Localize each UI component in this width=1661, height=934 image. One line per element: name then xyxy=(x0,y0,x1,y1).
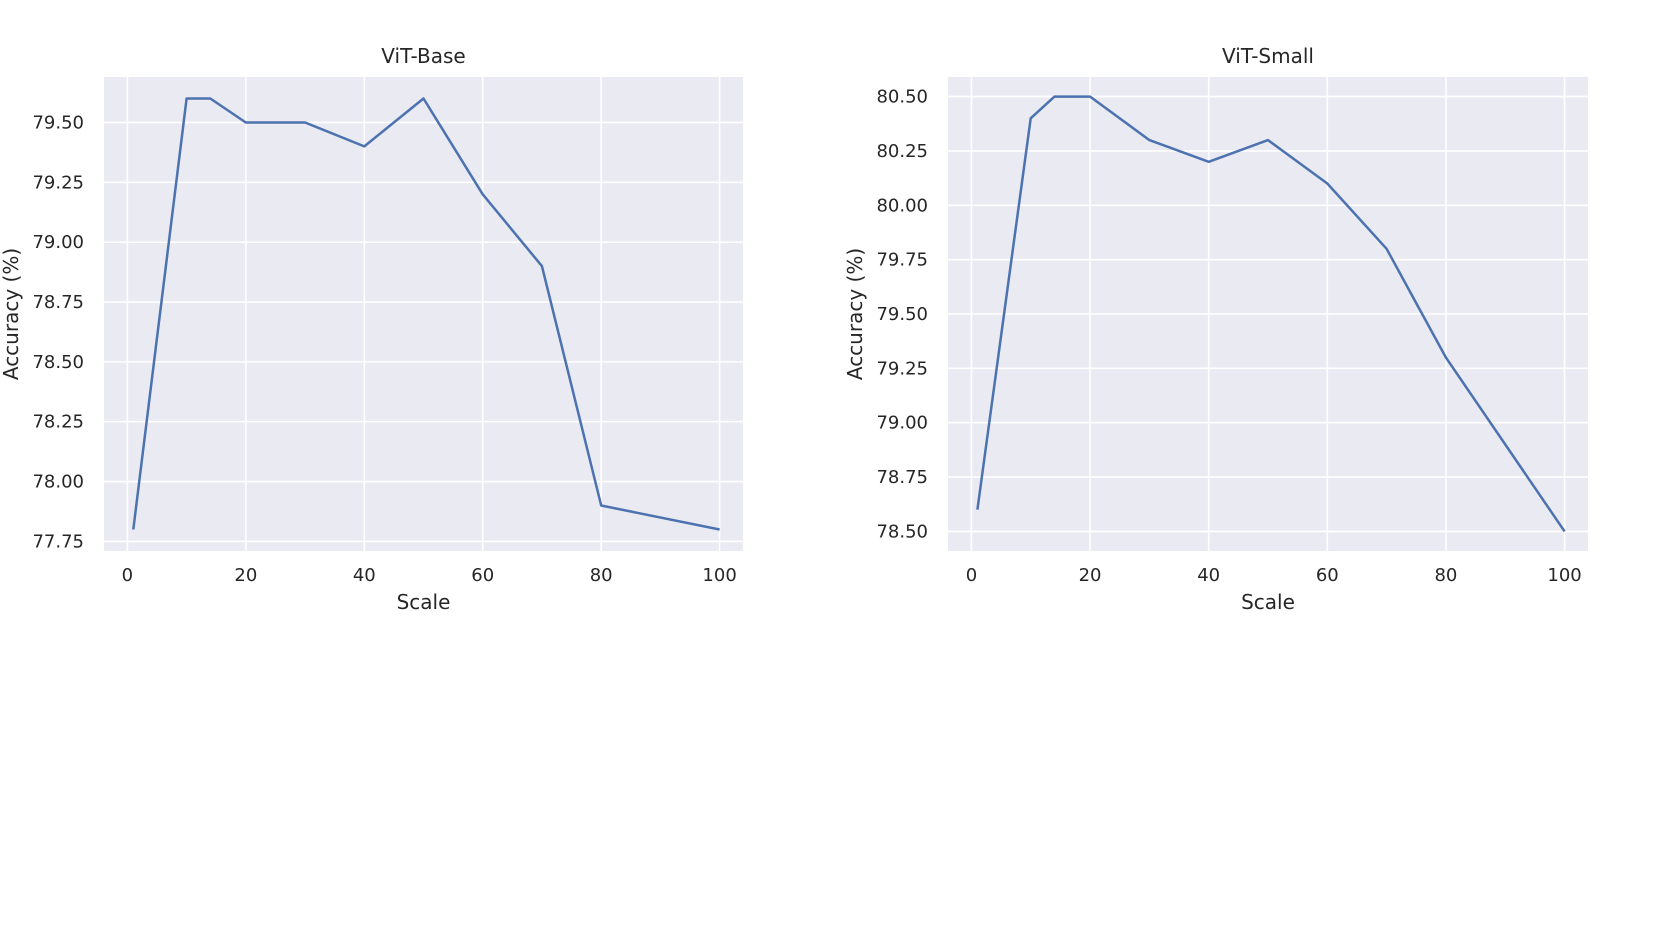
y-tick-label: 78.75 xyxy=(32,292,84,313)
x-axis-label: Scale xyxy=(397,590,451,614)
y-tick-label: 80.50 xyxy=(876,87,928,108)
y-tick-label: 80.25 xyxy=(876,141,928,162)
y-tick-label: 79.50 xyxy=(32,112,84,133)
y-tick-label: 80.00 xyxy=(876,195,928,216)
chart-vit-base: 0 20 40 60 80 100 77.75 78.00 78.25 78.50 78.75 79… xyxy=(0,44,743,614)
y-tick-label: 79.25 xyxy=(876,358,928,379)
x-tick-label: 0 xyxy=(966,565,977,586)
x-tick-label: 20 xyxy=(1079,565,1102,586)
chart-vit-small: 0 20 40 60 80 100 78.50 78.75 79.00 79.25 79.50 79… xyxy=(843,44,1588,614)
x-tick-label: 40 xyxy=(353,565,376,586)
x-tick-labels: 0 20 40 60 80 100 xyxy=(122,565,737,586)
y-tick-label: 78.50 xyxy=(876,521,928,542)
grid-lines xyxy=(948,77,1588,551)
x-tick-label: 60 xyxy=(471,565,494,586)
x-tick-labels: 0 20 40 60 80 100 xyxy=(966,565,1582,586)
x-tick-label: 100 xyxy=(702,565,736,586)
y-tick-label: 78.00 xyxy=(32,472,84,493)
y-tick-label: 79.75 xyxy=(876,250,928,271)
y-axis-label: Accuracy (%) xyxy=(0,248,23,380)
chart-title: ViT-Small xyxy=(1222,44,1314,68)
x-tick-label: 100 xyxy=(1547,565,1581,586)
y-axis-label: Accuracy (%) xyxy=(843,248,867,380)
y-tick-labels: 77.75 78.00 78.25 78.50 78.75 79.00 79.25 79.50 xyxy=(32,112,84,552)
y-tick-label: 78.50 xyxy=(32,352,84,373)
y-tick-labels: 78.50 78.75 79.00 79.25 79.50 79.75 80.00 80.25… xyxy=(876,87,928,543)
chart-title: ViT-Base xyxy=(381,44,465,68)
y-tick-label: 78.75 xyxy=(876,467,928,488)
x-tick-label: 20 xyxy=(234,565,257,586)
x-axis-label: Scale xyxy=(1241,590,1295,614)
y-tick-label: 78.25 xyxy=(32,412,84,433)
x-tick-label: 40 xyxy=(1197,565,1220,586)
x-tick-label: 80 xyxy=(590,565,613,586)
x-tick-label: 80 xyxy=(1434,565,1457,586)
x-tick-label: 60 xyxy=(1316,565,1339,586)
y-tick-label: 79.00 xyxy=(876,413,928,434)
series-line xyxy=(132,97,720,531)
y-tick-label: 79.50 xyxy=(876,304,928,325)
plot-area xyxy=(104,77,743,551)
series-line xyxy=(976,95,1566,533)
y-tick-label: 79.00 xyxy=(32,232,84,253)
y-tick-label: 77.75 xyxy=(32,531,84,552)
x-tick-label: 0 xyxy=(122,565,133,586)
grid-lines xyxy=(104,77,743,551)
y-tick-label: 79.25 xyxy=(32,172,84,193)
